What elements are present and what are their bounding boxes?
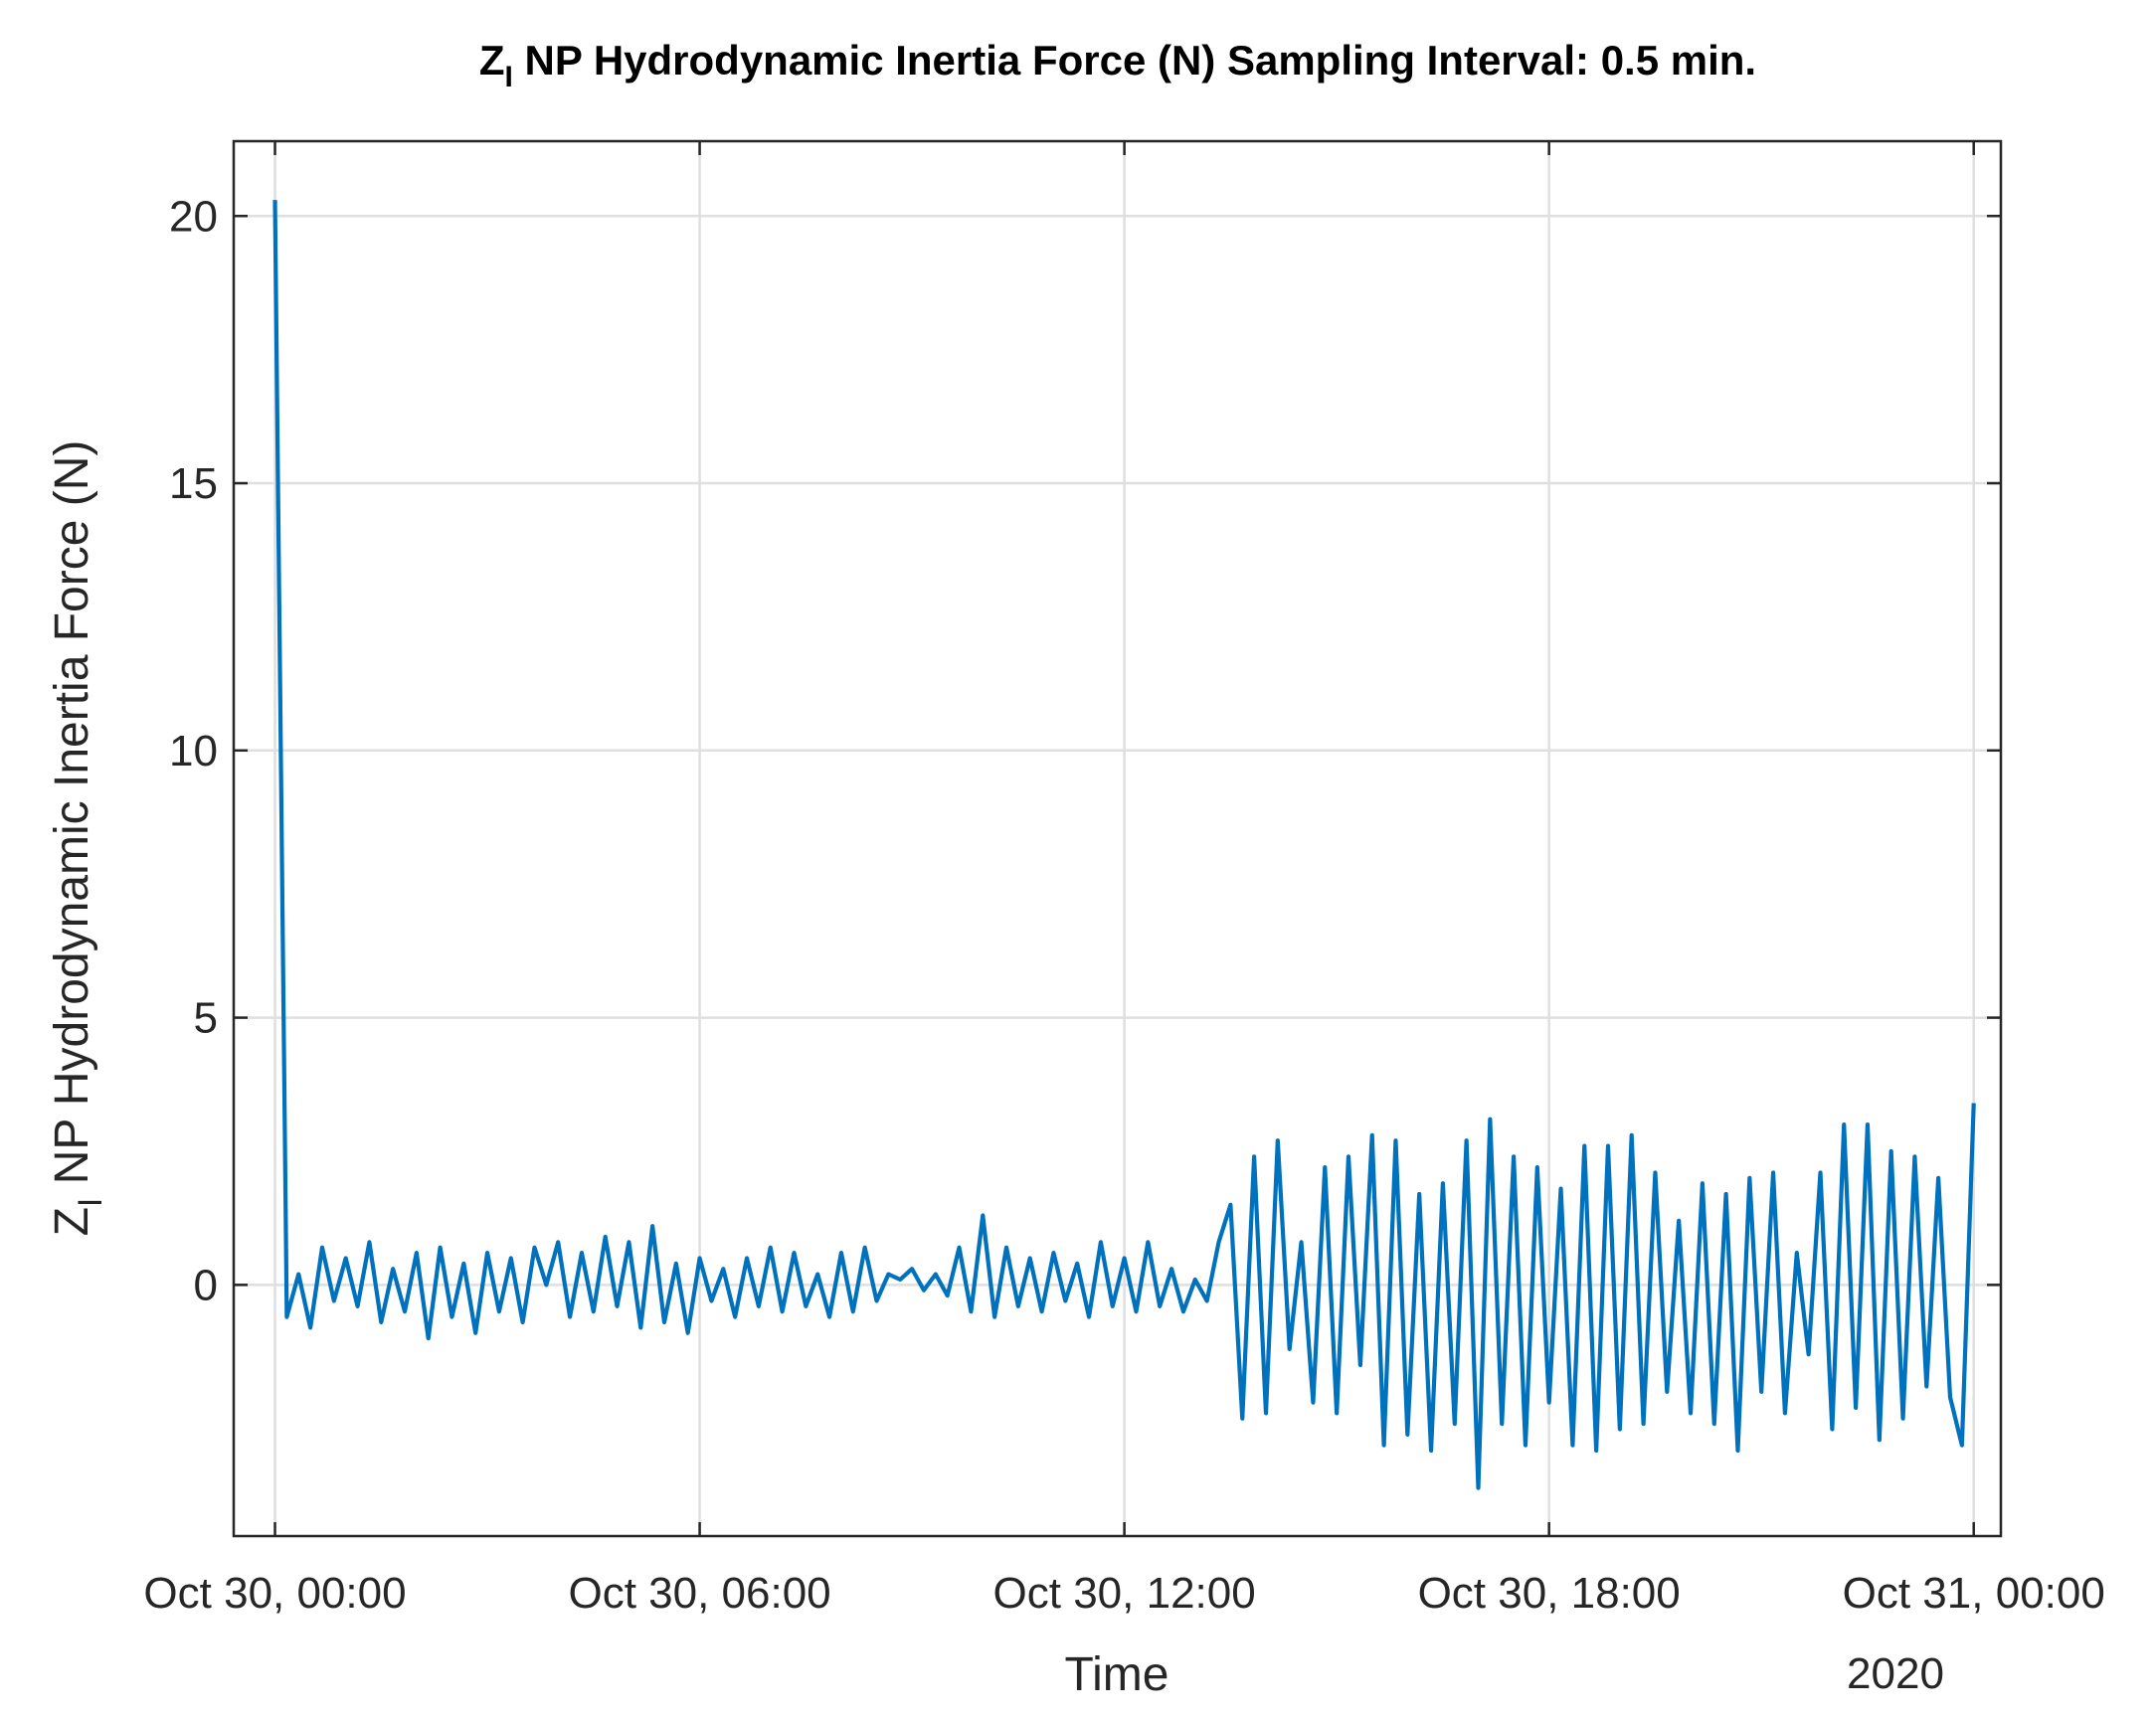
- x-tick-label: Oct 30, 12:00: [993, 1569, 1256, 1618]
- x-tick-label: Oct 30, 18:00: [1418, 1569, 1681, 1618]
- chart-title: ZI NP Hydrodynamic Inertia Force (N) Sam…: [479, 37, 1756, 93]
- y-tick-label: 5: [194, 994, 218, 1043]
- ylabel-part: Z: [46, 1207, 98, 1236]
- x-tick-label: Oct 31, 00:00: [1843, 1569, 2105, 1618]
- y-tick-label: 20: [169, 192, 218, 241]
- title-subscript: I: [505, 61, 513, 93]
- data-line: [272, 200, 1976, 1490]
- title-part: Z: [479, 37, 505, 84]
- y-axis-label: ZI NP Hydrodynamic Inertia Force (N): [46, 440, 109, 1237]
- ylabel-part: NP Hydrodynamic Inertia Force (N): [46, 440, 98, 1198]
- axes-box: [232, 139, 2003, 1538]
- ylabel-subscript: I: [72, 1198, 109, 1207]
- y-tick-label: 15: [169, 459, 218, 508]
- x-tick-label: Oct 30, 06:00: [568, 1569, 830, 1618]
- x-axis-label: Time: [1065, 1648, 1169, 1701]
- x-secondary-label: 2020: [1847, 1649, 1944, 1698]
- title-part: NP Hydrodynamic Inertia Force (N) Sampli…: [513, 37, 1756, 84]
- y-tick-label: 0: [194, 1261, 218, 1309]
- y-tick-label: 10: [169, 727, 218, 775]
- plot-area: [272, 200, 1976, 1490]
- x-tick-label: Oct 30, 00:00: [143, 1569, 406, 1618]
- axes: 0 5 10 15 20 Oct 30, 00:00 Oct 30, 06:00 Oct 30…: [143, 139, 2105, 1618]
